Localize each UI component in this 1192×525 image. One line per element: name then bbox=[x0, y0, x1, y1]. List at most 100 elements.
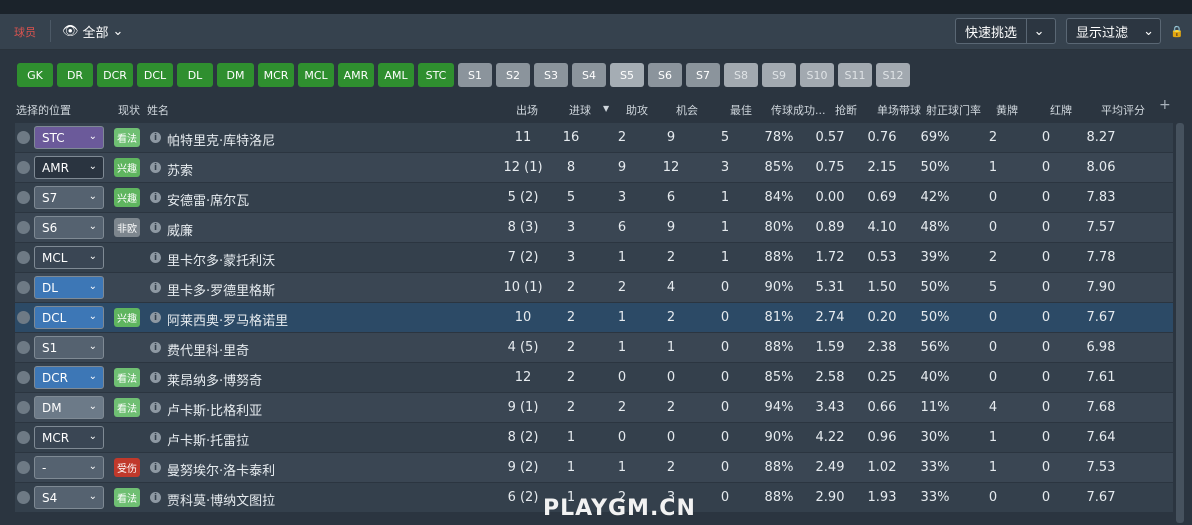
col-status[interactable]: 现状 bbox=[118, 104, 140, 117]
info-icon[interactable]: i bbox=[150, 222, 161, 233]
player-name[interactable]: 里卡尔多·蒙托利沃 bbox=[167, 254, 276, 269]
table-row[interactable]: S6 ⌄ 非欧 i 威廉 8 (3) 3 6 9 1 80% 0.89 4.10 48% 0 0 7.57 bbox=[15, 213, 1173, 242]
status-badge[interactable]: 受伤 bbox=[114, 458, 140, 477]
filter-chip-dcr[interactable]: DCR bbox=[97, 63, 133, 87]
position-select[interactable]: MCL ⌄ bbox=[34, 246, 104, 269]
info-icon[interactable]: i bbox=[150, 342, 161, 353]
sort-desc-icon[interactable]: ▼ bbox=[603, 104, 610, 113]
col-assists[interactable]: 助攻 bbox=[626, 104, 648, 117]
position-select[interactable]: DCL ⌄ bbox=[34, 306, 104, 329]
position-select[interactable]: AMR ⌄ bbox=[34, 156, 104, 179]
col-apps[interactable]: 出场 bbox=[516, 104, 538, 117]
col-avg-rating[interactable]: 平均评分 bbox=[1101, 104, 1145, 117]
info-icon[interactable]: i bbox=[150, 282, 161, 293]
info-icon[interactable]: i bbox=[150, 402, 161, 413]
col-name[interactable]: 姓名 bbox=[147, 104, 169, 117]
position-select[interactable]: S4 ⌄ bbox=[34, 486, 104, 509]
player-name[interactable]: 莱昂纳多·博努奇 bbox=[167, 374, 263, 389]
add-column-icon[interactable]: + bbox=[1159, 97, 1171, 113]
info-icon[interactable]: i bbox=[150, 492, 161, 503]
info-icon[interactable]: i bbox=[150, 312, 161, 323]
filter-chip-s6[interactable]: S6 bbox=[648, 63, 682, 87]
row-checkbox[interactable] bbox=[17, 401, 30, 414]
player-name[interactable]: 贾科莫·博纳文图拉 bbox=[167, 494, 276, 509]
filter-chip-dr[interactable]: DR bbox=[57, 63, 93, 87]
row-checkbox[interactable] bbox=[17, 161, 30, 174]
filter-chip-s1[interactable]: S1 bbox=[458, 63, 492, 87]
position-select[interactable]: - ⌄ bbox=[34, 456, 104, 479]
col-motm[interactable]: 最佳 bbox=[730, 104, 752, 117]
display-filter-button[interactable]: 显示过滤 ⌄ bbox=[1066, 18, 1161, 44]
position-select[interactable]: DM ⌄ bbox=[34, 396, 104, 419]
info-icon[interactable]: i bbox=[150, 462, 161, 473]
table-row[interactable]: S7 ⌄ 兴趣 i 安德雷·席尔瓦 5 (2) 5 3 6 1 84% 0.00 0.69 42% 0 0 7.… bbox=[15, 183, 1173, 212]
status-badge[interactable]: 看法 bbox=[114, 128, 140, 147]
row-checkbox[interactable] bbox=[17, 251, 30, 264]
filter-chip-s5[interactable]: S5 bbox=[610, 63, 644, 87]
row-checkbox[interactable] bbox=[17, 281, 30, 294]
filter-chip-s7[interactable]: S7 bbox=[686, 63, 720, 87]
table-row[interactable]: MCL ⌄ i 里卡尔多·蒙托利沃 7 (2) 3 1 2 1 88% 1.72 0.53 39% 2 0 7… bbox=[15, 243, 1173, 272]
info-icon[interactable]: i bbox=[150, 132, 161, 143]
filter-chip-s4[interactable]: S4 bbox=[572, 63, 606, 87]
status-badge[interactable]: 兴趣 bbox=[114, 308, 140, 327]
player-name[interactable]: 里卡多·罗德里格斯 bbox=[167, 284, 276, 299]
position-select[interactable]: DCR ⌄ bbox=[34, 366, 104, 389]
filter-chip-s10[interactable]: S10 bbox=[800, 63, 834, 87]
col-dribbles[interactable]: 单场带球 bbox=[877, 104, 921, 117]
position-select[interactable]: S7 ⌄ bbox=[34, 186, 104, 209]
filter-chip-amr[interactable]: AMR bbox=[338, 63, 374, 87]
col-red[interactable]: 红牌 bbox=[1050, 104, 1072, 117]
filter-chip-aml[interactable]: AML bbox=[378, 63, 414, 87]
row-checkbox[interactable] bbox=[17, 191, 30, 204]
filter-chip-stc[interactable]: STC bbox=[418, 63, 454, 87]
view-selector[interactable]: 👁 全部 ⌄ bbox=[62, 22, 123, 41]
status-badge[interactable]: 看法 bbox=[114, 398, 140, 417]
table-row[interactable]: STC ⌄ 看法 i 帕特里克·库特洛尼 11 16 2 9 5 78% 0.57 0.76 69% 2 0 8… bbox=[15, 123, 1173, 152]
filter-chip-s11[interactable]: S11 bbox=[838, 63, 872, 87]
table-row[interactable]: DCL ⌄ 兴趣 i 阿莱西奥·罗马格诺里 10 2 1 2 0 81% 2.74 0.20 50% 0 0 7… bbox=[15, 303, 1173, 332]
table-row[interactable]: DL ⌄ i 里卡多·罗德里格斯 10 (1) 2 2 4 0 90% 5.31 1.50 50% 5 0 7… bbox=[15, 273, 1173, 302]
info-icon[interactable]: i bbox=[150, 192, 161, 203]
scrollbar[interactable] bbox=[1176, 123, 1184, 523]
status-badge[interactable]: 看法 bbox=[114, 488, 140, 507]
status-badge[interactable]: 兴趣 bbox=[114, 158, 140, 177]
table-row[interactable]: DM ⌄ 看法 i 卢卡斯·比格利亚 9 (1) 2 2 2 0 94% 3.43 0.66 11% 4 0 7… bbox=[15, 393, 1173, 422]
filter-chip-s8[interactable]: S8 bbox=[724, 63, 758, 87]
filter-chip-s12[interactable]: S12 bbox=[876, 63, 910, 87]
info-icon[interactable]: i bbox=[150, 372, 161, 383]
position-select[interactable]: S1 ⌄ bbox=[34, 336, 104, 359]
filter-chip-s2[interactable]: S2 bbox=[496, 63, 530, 87]
table-row[interactable]: DCR ⌄ 看法 i 莱昂纳多·博努奇 12 2 0 0 0 85% 2.58 0.25 40% 0 0 7.6… bbox=[15, 363, 1173, 392]
player-name[interactable]: 安德雷·席尔瓦 bbox=[167, 194, 250, 209]
filter-chip-mcr[interactable]: MCR bbox=[258, 63, 294, 87]
player-name[interactable]: 卢卡斯·比格利亚 bbox=[167, 404, 263, 419]
position-select[interactable]: DL ⌄ bbox=[34, 276, 104, 299]
row-checkbox[interactable] bbox=[17, 131, 30, 144]
player-name[interactable]: 阿莱西奥·罗马格诺里 bbox=[167, 314, 289, 329]
status-badge[interactable]: 非欧 bbox=[114, 218, 140, 237]
col-pass[interactable]: 传球成功... bbox=[771, 104, 826, 117]
filter-chip-dcl[interactable]: DCL bbox=[137, 63, 173, 87]
player-name[interactable]: 费代里科·里奇 bbox=[167, 344, 250, 359]
status-badge[interactable]: 兴趣 bbox=[114, 188, 140, 207]
table-row[interactable]: MCR ⌄ i 卢卡斯·托雷拉 8 (2) 1 0 0 0 90% 4.22 0.96 30% 1 0 7.6… bbox=[15, 423, 1173, 452]
col-chances[interactable]: 机会 bbox=[676, 104, 698, 117]
player-name[interactable]: 曼努埃尔·洛卡泰利 bbox=[167, 464, 276, 479]
row-checkbox[interactable] bbox=[17, 491, 30, 504]
row-checkbox[interactable] bbox=[17, 341, 30, 354]
player-name[interactable]: 帕特里克·库特洛尼 bbox=[167, 134, 276, 149]
filter-chip-gk[interactable]: GK bbox=[17, 63, 53, 87]
position-select[interactable]: STC ⌄ bbox=[34, 126, 104, 149]
status-badge[interactable]: 看法 bbox=[114, 368, 140, 387]
filter-chip-s3[interactable]: S3 bbox=[534, 63, 568, 87]
player-name[interactable]: 卢卡斯·托雷拉 bbox=[167, 434, 250, 449]
row-checkbox[interactable] bbox=[17, 431, 30, 444]
row-checkbox[interactable] bbox=[17, 371, 30, 384]
player-name[interactable]: 威廉 bbox=[167, 224, 194, 239]
player-name[interactable]: 苏索 bbox=[167, 164, 194, 179]
position-select[interactable]: S6 ⌄ bbox=[34, 216, 104, 239]
filter-chip-s9[interactable]: S9 bbox=[762, 63, 796, 87]
col-shots-on-target[interactable]: 射正球门率 bbox=[926, 104, 981, 117]
info-icon[interactable]: i bbox=[150, 252, 161, 263]
